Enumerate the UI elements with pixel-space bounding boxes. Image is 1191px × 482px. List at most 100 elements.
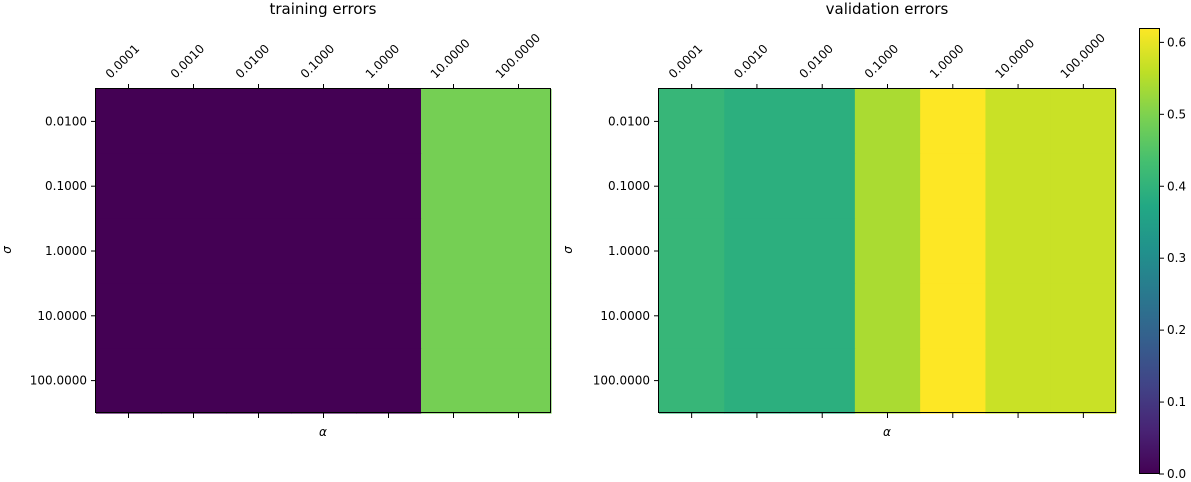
y-ticks: 0.0100 0.1000 1.0000 10.0000 100.0000: [30, 114, 96, 388]
heatmap-cell: [486, 89, 552, 155]
y-tick-label: 0.0100: [608, 114, 650, 128]
heatmap-cell: [356, 283, 422, 349]
heatmap-cell: [724, 348, 791, 414]
heatmap-cell: [854, 153, 921, 220]
heatmap-cells: [659, 89, 1117, 414]
x-tick-label: 10.0000: [428, 36, 473, 81]
heatmap-cell: [985, 153, 1052, 220]
heatmap-cell: [356, 153, 422, 220]
heatmap-cell: [356, 348, 422, 414]
heatmap-cell: [356, 218, 422, 284]
panel-title: validation errors: [826, 0, 949, 18]
heatmap-cell: [421, 218, 487, 284]
colorbar-frame: [1139, 28, 1160, 474]
heatmap-cell: [161, 283, 227, 349]
colorbar-tick-label: 0.1: [1167, 395, 1186, 409]
y-tick-label: 100.0000: [30, 374, 87, 388]
heatmap-cell: [659, 153, 725, 220]
heatmap-cell: [724, 153, 791, 220]
y-tick-label: 0.1000: [608, 179, 650, 193]
heatmap-cell: [985, 218, 1052, 284]
y-tick-label: 100.0000: [593, 374, 650, 388]
heatmap-cell: [486, 283, 552, 349]
x-tick-label: 10.0000: [992, 36, 1037, 81]
x-tick-label: 0.0010: [168, 42, 208, 82]
heatmap-cell: [226, 89, 292, 155]
heatmap-cell: [96, 283, 162, 349]
colorbar-tick-label: 0.5: [1167, 107, 1186, 121]
heatmap-cell: [226, 153, 292, 220]
heatmap-cell: [291, 218, 357, 284]
heatmap-cell: [161, 153, 227, 220]
heatmap-cell: [96, 348, 162, 414]
plot-frame: [658, 88, 1116, 413]
x-tick-label: 0.0100: [796, 42, 836, 82]
heatmap-cell: [96, 153, 162, 220]
heatmap-cell: [985, 89, 1052, 155]
x-axis-label: α: [319, 425, 327, 439]
heatmap-cell: [659, 348, 725, 414]
heatmap-cell: [985, 348, 1052, 414]
heatmap-cell: [789, 153, 856, 220]
heatmap-cell: [96, 89, 162, 155]
x-tick-label: 0.1000: [862, 42, 902, 82]
y-axis-label: σ: [0, 246, 14, 254]
heatmap-cell: [421, 89, 487, 155]
heatmap-cell: [486, 153, 552, 220]
colorbar: 0.0 0.1 0.2 0.3 0.4 0.5 0.6: [1139, 28, 1186, 481]
colorbar-gradient: [1140, 28, 1159, 474]
heatmap-cell: [854, 348, 921, 414]
heatmap-cell: [161, 218, 227, 284]
heatmap-cell: [789, 89, 856, 155]
heatmap-cell: [226, 218, 292, 284]
heatmap-cell: [854, 89, 921, 155]
x-tick-label: 100.0000: [1058, 31, 1108, 81]
heatmap-cell: [291, 348, 357, 414]
heatmap-cell: [789, 283, 856, 349]
heatmap-cell: [659, 89, 725, 155]
heatmap-cell: [486, 348, 552, 414]
training-errors-panel: training errors 0.0001 0.0010 0.0100 0.1000…: [0, 0, 552, 439]
panel-title: training errors: [269, 0, 376, 18]
heatmap-cell: [226, 348, 292, 414]
heatmap-cell: [421, 348, 487, 414]
y-tick-label: 1.0000: [608, 244, 650, 258]
heatmap-cell: [1050, 283, 1117, 349]
x-tick-label: 0.0100: [233, 42, 273, 82]
heatmap-cell: [421, 153, 487, 220]
x-tick-label: 0.0010: [731, 42, 771, 82]
heatmap-cell: [356, 89, 422, 155]
x-tick-label: 100.0000: [493, 31, 543, 81]
colorbar-tick-label: 0.6: [1167, 35, 1186, 49]
y-tick-label: 1.0000: [45, 244, 87, 258]
x-axis-label: α: [883, 425, 891, 439]
y-tick-label: 10.0000: [600, 309, 650, 323]
heatmap-cell: [920, 153, 987, 220]
heatmap-cell: [724, 218, 791, 284]
y-tick-label: 0.1000: [45, 179, 87, 193]
heatmap-cell: [226, 283, 292, 349]
heatmap-cell: [421, 283, 487, 349]
heatmap-cell: [1050, 218, 1117, 284]
heatmap-cell: [1050, 348, 1117, 414]
y-axis-label: σ: [561, 246, 575, 254]
x-tick-label: 0.0001: [103, 42, 143, 82]
heatmap-cells: [96, 89, 552, 414]
heatmap-cell: [486, 218, 552, 284]
colorbar-tick-label: 0.4: [1167, 179, 1186, 193]
y-tick-label: 10.0000: [37, 309, 87, 323]
heatmap-cell: [659, 283, 725, 349]
heatmap-cell: [854, 283, 921, 349]
y-tick-label: 0.0100: [45, 114, 87, 128]
colorbar-ticks: 0.0 0.1 0.2 0.3 0.4 0.5 0.6: [1159, 35, 1186, 481]
colorbar-tick-label: 0.3: [1167, 251, 1186, 265]
heatmap-cell: [161, 89, 227, 155]
heatmap-cell: [291, 283, 357, 349]
plot-frame: [95, 88, 551, 413]
heatmap-cell: [920, 348, 987, 414]
heatmap-cell: [659, 218, 725, 284]
colorbar-tick-label: 0.0: [1167, 467, 1186, 481]
heatmap-cell: [789, 348, 856, 414]
heatmap-cell: [291, 153, 357, 220]
